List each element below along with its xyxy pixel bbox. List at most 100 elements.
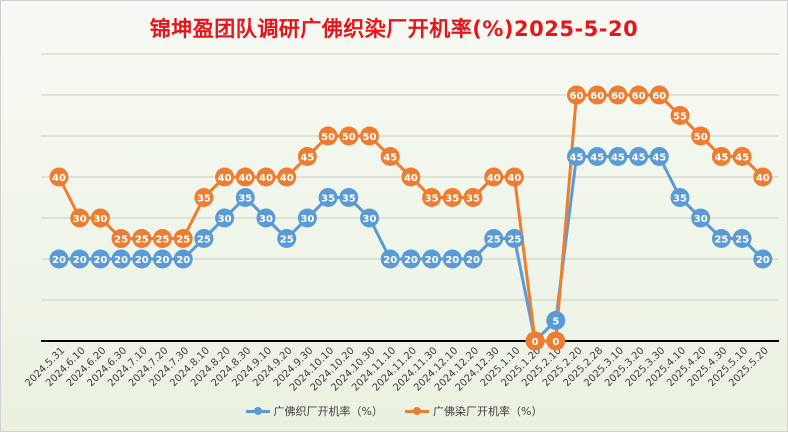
- data-point-s1: [111, 249, 131, 269]
- data-label-s1: 30: [259, 214, 273, 225]
- data-point-s1: [380, 249, 400, 269]
- data-point-s2: [691, 126, 711, 146]
- data-label-s2: 0: [552, 337, 559, 348]
- data-label-s1: 20: [114, 255, 128, 266]
- data-label-s1: 20: [404, 255, 418, 266]
- data-label-s1: 20: [156, 255, 170, 266]
- data-point-s2: [401, 167, 421, 187]
- data-label-s2: 45: [383, 153, 397, 164]
- data-point-s1: [732, 229, 752, 248]
- data-point-s2: [422, 188, 442, 207]
- data-point-s2: [49, 167, 69, 187]
- data-point-s2: [587, 85, 607, 105]
- data-point-s1: [546, 311, 566, 330]
- data-point-s1: [194, 229, 214, 248]
- data-label-s1: 25: [487, 235, 501, 246]
- data-label-s2: 45: [300, 153, 314, 164]
- data-point-s2: [297, 147, 317, 166]
- legend-marker-icon: [405, 406, 429, 416]
- data-point-s1: [484, 229, 504, 248]
- data-label-s1: 45: [611, 153, 625, 164]
- data-label-s1: 20: [466, 255, 480, 266]
- data-point-s1: [504, 229, 524, 248]
- data-label-s2: 25: [114, 235, 128, 246]
- data-point-s2: [380, 147, 400, 166]
- data-point-s1: [463, 249, 483, 269]
- data-label-s2: 45: [714, 153, 728, 164]
- data-point-s2: [173, 229, 193, 248]
- data-point-s1: [297, 208, 317, 228]
- data-point-s2: [132, 229, 152, 248]
- data-label-s2: 40: [238, 173, 252, 184]
- data-point-s2: [111, 229, 131, 248]
- data-label-s1: 20: [445, 255, 459, 266]
- data-point-s2: [360, 126, 379, 146]
- data-label-s1: 20: [73, 255, 87, 266]
- data-label-s1: 35: [342, 194, 356, 205]
- data-point-s2: [711, 147, 731, 166]
- data-point-s2: [753, 167, 773, 187]
- data-point-s1: [70, 249, 90, 269]
- data-point-s1: [422, 249, 442, 269]
- data-point-s2: [277, 167, 297, 187]
- data-label-s2: 40: [259, 173, 273, 184]
- data-label-s2: 50: [363, 132, 377, 143]
- data-point-s2: [484, 167, 504, 187]
- data-point-s2: [442, 188, 462, 207]
- data-label-s2: 60: [632, 91, 646, 102]
- data-label-s1: 35: [321, 194, 335, 205]
- data-label-s2: 35: [445, 194, 459, 205]
- data-point-s2: [70, 208, 90, 228]
- data-point-s1: [215, 208, 235, 228]
- data-point-s2: [463, 188, 483, 207]
- data-label-s1: 45: [632, 153, 646, 164]
- data-label-s2: 25: [156, 235, 170, 246]
- data-label-s2: 40: [487, 173, 501, 184]
- data-point-s1: [587, 147, 607, 166]
- data-point-s2: [629, 85, 649, 105]
- data-label-s1: 25: [280, 235, 294, 246]
- data-point-s1: [711, 229, 731, 248]
- data-label-s1: 20: [383, 255, 397, 266]
- data-point-s2: [504, 167, 524, 187]
- data-label-s2: 40: [756, 173, 770, 184]
- data-point-s1: [360, 208, 379, 228]
- data-point-s1: [49, 249, 69, 269]
- data-label-s1: 25: [735, 235, 749, 246]
- data-label-s2: 40: [52, 173, 66, 184]
- data-label-s2: 35: [425, 194, 439, 205]
- data-point-s2: [194, 188, 214, 207]
- data-label-s1: 35: [673, 194, 687, 205]
- data-label-s1: 20: [756, 255, 770, 266]
- data-label-s2: 25: [176, 235, 190, 246]
- data-point-s1: [753, 249, 773, 269]
- data-label-s2: 0: [532, 337, 539, 348]
- data-label-s2: 40: [218, 173, 232, 184]
- data-point-s2: [732, 147, 752, 166]
- data-label-s2: 25: [135, 235, 149, 246]
- data-point-s2: [670, 106, 690, 125]
- data-point-s1: [153, 249, 172, 269]
- data-label-s1: 25: [197, 235, 211, 246]
- data-point-s2: [215, 167, 235, 187]
- data-point-s2: [90, 208, 110, 228]
- data-point-s1: [401, 249, 421, 269]
- data-point-s2: [608, 85, 628, 105]
- data-label-s1: 20: [425, 255, 439, 266]
- data-label-s2: 50: [321, 132, 335, 143]
- data-label-s2: 60: [611, 91, 625, 102]
- data-point-s2: [256, 167, 276, 187]
- data-point-s1: [173, 249, 193, 269]
- data-point-s1: [256, 208, 276, 228]
- data-label-s1: 20: [176, 255, 190, 266]
- data-label-s1: 30: [694, 214, 708, 225]
- legend-label: 广佛织厂开机率（%）: [273, 405, 383, 418]
- chart-title: 锦坤盈团队调研广佛织染厂开机率(%)2025-5-20: [149, 17, 639, 41]
- data-label-s1: 25: [714, 235, 728, 246]
- data-label-s1: 20: [52, 255, 66, 266]
- data-point-s1: [608, 147, 628, 166]
- data-point-s2: [339, 126, 359, 146]
- data-label-s2: 35: [466, 194, 480, 205]
